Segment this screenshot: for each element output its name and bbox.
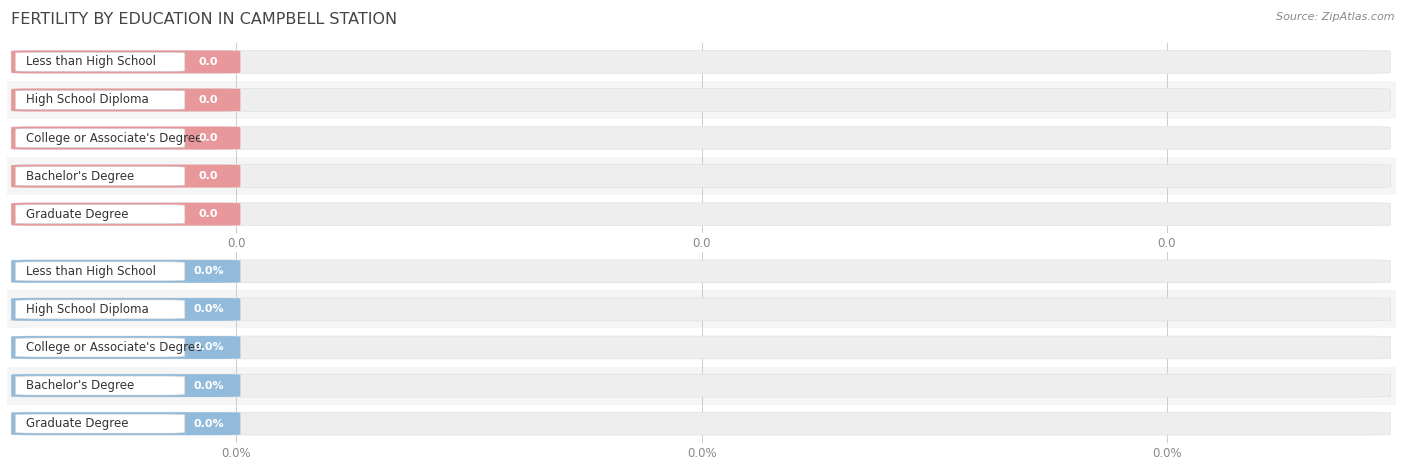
- FancyBboxPatch shape: [11, 336, 240, 359]
- FancyBboxPatch shape: [15, 52, 184, 71]
- FancyBboxPatch shape: [11, 260, 1391, 283]
- FancyBboxPatch shape: [15, 262, 184, 281]
- FancyBboxPatch shape: [11, 50, 240, 73]
- Text: Graduate Degree: Graduate Degree: [27, 417, 129, 430]
- Text: Less than High School: Less than High School: [27, 265, 156, 278]
- Text: Graduate Degree: Graduate Degree: [27, 208, 129, 221]
- Text: 0.0: 0.0: [198, 57, 218, 67]
- Text: 0.0: 0.0: [198, 133, 218, 143]
- Bar: [7, 157, 1396, 195]
- Bar: [7, 290, 1396, 328]
- Text: 0.0: 0.0: [198, 209, 218, 219]
- Text: College or Associate's Degree: College or Associate's Degree: [27, 131, 202, 145]
- FancyBboxPatch shape: [11, 374, 240, 397]
- FancyBboxPatch shape: [11, 89, 240, 111]
- FancyBboxPatch shape: [11, 260, 240, 283]
- FancyBboxPatch shape: [11, 127, 1391, 149]
- FancyBboxPatch shape: [11, 165, 240, 188]
- Text: Source: ZipAtlas.com: Source: ZipAtlas.com: [1277, 12, 1395, 22]
- Bar: [7, 405, 1396, 443]
- FancyBboxPatch shape: [11, 374, 1391, 397]
- Text: Bachelor's Degree: Bachelor's Degree: [27, 169, 135, 183]
- Bar: [7, 43, 1396, 81]
- Bar: [7, 119, 1396, 157]
- FancyBboxPatch shape: [11, 203, 1391, 226]
- FancyBboxPatch shape: [11, 298, 1391, 321]
- FancyBboxPatch shape: [15, 376, 184, 395]
- FancyBboxPatch shape: [11, 127, 240, 149]
- FancyBboxPatch shape: [15, 414, 184, 433]
- Text: High School Diploma: High School Diploma: [27, 93, 149, 107]
- Text: FERTILITY BY EDUCATION IN CAMPBELL STATION: FERTILITY BY EDUCATION IN CAMPBELL STATI…: [11, 12, 398, 27]
- Text: 0.0%: 0.0%: [193, 380, 224, 391]
- FancyBboxPatch shape: [11, 298, 240, 321]
- FancyBboxPatch shape: [11, 412, 1391, 435]
- FancyBboxPatch shape: [15, 300, 184, 319]
- FancyBboxPatch shape: [11, 336, 1391, 359]
- Text: 0.0%: 0.0%: [193, 418, 224, 429]
- Text: Bachelor's Degree: Bachelor's Degree: [27, 379, 135, 392]
- Text: 0.0: 0.0: [198, 95, 218, 105]
- Text: 0.0%: 0.0%: [193, 342, 224, 353]
- Bar: [7, 328, 1396, 367]
- FancyBboxPatch shape: [11, 203, 240, 226]
- FancyBboxPatch shape: [15, 167, 184, 186]
- Bar: [7, 367, 1396, 405]
- Text: 0.0%: 0.0%: [193, 304, 224, 315]
- Bar: [7, 81, 1396, 119]
- Text: Less than High School: Less than High School: [27, 55, 156, 69]
- FancyBboxPatch shape: [15, 129, 184, 148]
- FancyBboxPatch shape: [15, 205, 184, 224]
- Text: College or Associate's Degree: College or Associate's Degree: [27, 341, 202, 354]
- Text: 0.0%: 0.0%: [193, 266, 224, 277]
- FancyBboxPatch shape: [15, 338, 184, 357]
- FancyBboxPatch shape: [11, 412, 240, 435]
- FancyBboxPatch shape: [15, 90, 184, 109]
- Text: 0.0: 0.0: [198, 171, 218, 181]
- FancyBboxPatch shape: [11, 89, 1391, 111]
- Bar: [7, 252, 1396, 290]
- Text: High School Diploma: High School Diploma: [27, 303, 149, 316]
- FancyBboxPatch shape: [11, 165, 1391, 188]
- FancyBboxPatch shape: [11, 50, 1391, 73]
- Bar: [7, 195, 1396, 233]
